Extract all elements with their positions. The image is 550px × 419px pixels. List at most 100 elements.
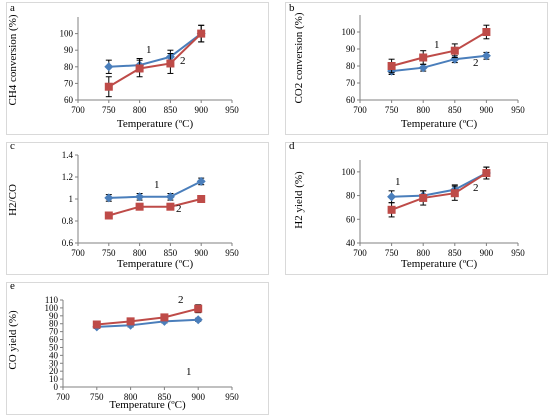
y-tick-label: 60 bbox=[49, 335, 59, 345]
panel-frame bbox=[285, 2, 548, 135]
series-label: 2 bbox=[473, 182, 479, 194]
series-2: 2 bbox=[387, 24, 491, 74]
data-point-square bbox=[135, 64, 144, 73]
x-tick-label: 700 bbox=[56, 392, 70, 402]
x-axis-label: Temperature (ºC) bbox=[117, 118, 194, 130]
y-tick-label: 30 bbox=[49, 358, 59, 368]
data-point-square bbox=[387, 62, 396, 70]
series-2: 2 bbox=[92, 294, 203, 329]
data-point-square bbox=[197, 29, 206, 38]
series-line bbox=[391, 31, 487, 67]
y-tick-label: 10 bbox=[49, 374, 59, 384]
series-label: 1 bbox=[146, 44, 152, 56]
data-point-diamond bbox=[196, 176, 206, 186]
y-tick-label: 100 bbox=[342, 27, 356, 37]
x-tick-label: 950 bbox=[225, 248, 239, 258]
series-line bbox=[391, 54, 487, 73]
series-label: 1 bbox=[434, 39, 440, 51]
panel-label: a bbox=[10, 2, 15, 14]
data-point-square bbox=[160, 313, 169, 322]
y-tick-label: 80 bbox=[64, 62, 74, 72]
data-point-square bbox=[166, 59, 175, 68]
data-point-square bbox=[166, 202, 175, 211]
series-1: 1 bbox=[92, 315, 203, 378]
data-point-diamond bbox=[135, 192, 145, 202]
x-tick-label: 850 bbox=[158, 392, 172, 402]
y-tick-label: 1.2 bbox=[62, 172, 73, 182]
panel-frame bbox=[6, 142, 269, 275]
y-tick-label: 70 bbox=[49, 327, 59, 337]
data-point-diamond bbox=[104, 193, 114, 203]
y-tick-label: 50 bbox=[49, 342, 59, 352]
x-tick-label: 950 bbox=[225, 105, 239, 115]
series-label: 1 bbox=[395, 176, 401, 188]
series-label: 1 bbox=[154, 179, 160, 191]
x-axis-label: Temperature (ºC) bbox=[117, 258, 194, 270]
y-tick-label: 40 bbox=[346, 238, 356, 248]
series-line bbox=[391, 172, 487, 198]
x-tick-label: 900 bbox=[191, 392, 205, 402]
x-axis-label: Temperature (ºC) bbox=[401, 258, 478, 270]
panel-frame bbox=[6, 2, 269, 135]
series-line bbox=[108, 198, 202, 217]
y-tick-label: 90 bbox=[346, 44, 356, 54]
y-tick-label: 60 bbox=[346, 95, 356, 105]
y-tick-label: 110 bbox=[45, 295, 59, 305]
y-tick-label: 0 bbox=[54, 382, 59, 392]
data-point-square bbox=[482, 169, 491, 178]
y-tick-label: 80 bbox=[49, 319, 59, 329]
y-axis-label: H2 yield (%) bbox=[293, 171, 305, 229]
panel-label: d bbox=[289, 140, 295, 152]
x-tick-label: 700 bbox=[71, 105, 85, 115]
x-tick-label: 750 bbox=[385, 248, 399, 258]
x-tick-label: 800 bbox=[133, 248, 147, 258]
chart-panel-c: 700 750 800 850 900 950 0.6 0.8 1 1.2 1.4 Temperatu… bbox=[6, 140, 269, 275]
y-tick-label: 80 bbox=[346, 191, 356, 201]
data-point-square bbox=[92, 320, 101, 329]
y-tick-label: 70 bbox=[64, 78, 74, 88]
x-tick-label: 700 bbox=[71, 248, 85, 258]
x-tick-label: 900 bbox=[194, 105, 208, 115]
y-tick-label: 70 bbox=[346, 78, 356, 88]
x-axis-label: Temperature (ºC) bbox=[109, 399, 186, 411]
data-point-square bbox=[387, 205, 396, 214]
series-label: 2 bbox=[180, 55, 186, 67]
data-point-square bbox=[450, 46, 459, 55]
series-1: 1 bbox=[104, 176, 206, 203]
x-tick-label: 750 bbox=[90, 392, 104, 402]
data-point-diamond bbox=[450, 54, 460, 64]
y-tick-label: 60 bbox=[64, 95, 74, 105]
y-tick-label: 1 bbox=[69, 194, 74, 204]
x-tick-label: 900 bbox=[480, 248, 494, 258]
chart-panel-e: 700 750 800 850 900 950 0102030405060708090100… bbox=[6, 280, 269, 415]
x-tick-label: 700 bbox=[353, 248, 367, 258]
data-point-diamond bbox=[418, 63, 428, 73]
series-line bbox=[108, 180, 202, 199]
series-line bbox=[96, 307, 199, 326]
series-label: 2 bbox=[178, 294, 184, 306]
x-tick-label: 750 bbox=[102, 248, 116, 258]
data-point-square bbox=[104, 82, 113, 91]
x-tick-label: 950 bbox=[511, 248, 525, 258]
y-tick-label: 90 bbox=[64, 45, 74, 55]
data-point-square bbox=[419, 53, 428, 62]
y-tick-label: 1.4 bbox=[62, 150, 74, 160]
y-axis-label: H2/CO bbox=[7, 184, 19, 216]
y-axis-label: CO2 conversion (%) bbox=[293, 12, 305, 103]
y-tick-label: 0.6 bbox=[62, 238, 74, 248]
data-point-diamond bbox=[104, 62, 114, 72]
y-tick-label: 80 bbox=[346, 61, 356, 71]
data-point-square bbox=[126, 317, 135, 326]
x-tick-label: 700 bbox=[353, 105, 367, 115]
series-line bbox=[108, 32, 202, 88]
y-tick-label: 90 bbox=[49, 311, 59, 321]
y-axis-label: CO yield (%) bbox=[7, 310, 19, 370]
x-tick-label: 950 bbox=[511, 105, 525, 115]
x-tick-label: 900 bbox=[194, 248, 208, 258]
series-2: 2 bbox=[104, 195, 206, 220]
series-label: 2 bbox=[176, 203, 182, 215]
x-axis-label: Temperature (ºC) bbox=[401, 118, 478, 130]
x-tick-label: 750 bbox=[385, 105, 399, 115]
y-tick-label: 100 bbox=[45, 303, 59, 313]
